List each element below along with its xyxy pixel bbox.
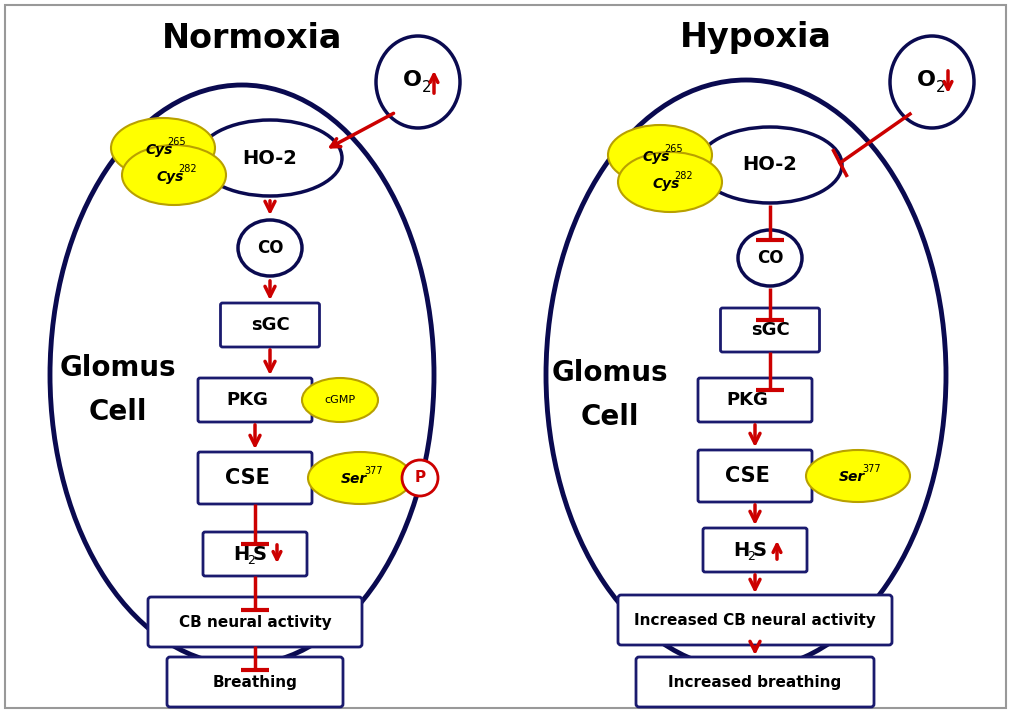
Text: CSE: CSE: [224, 468, 270, 488]
Ellipse shape: [738, 230, 802, 286]
Text: Cys: Cys: [652, 177, 679, 191]
Text: CO: CO: [257, 239, 283, 257]
Ellipse shape: [376, 36, 460, 128]
Text: CSE: CSE: [725, 466, 769, 486]
Text: CB neural activity: CB neural activity: [179, 615, 332, 630]
Text: 377: 377: [862, 464, 882, 474]
Ellipse shape: [806, 450, 910, 502]
Text: S: S: [253, 545, 267, 563]
Text: O: O: [917, 70, 935, 90]
Text: H: H: [733, 540, 749, 560]
Text: 2: 2: [247, 555, 255, 568]
Text: Glomus: Glomus: [552, 359, 668, 387]
Text: Hypoxia: Hypoxia: [680, 21, 832, 54]
Ellipse shape: [238, 220, 302, 276]
Text: P: P: [415, 471, 426, 486]
Text: 377: 377: [365, 466, 383, 476]
Text: 2: 2: [747, 550, 755, 563]
Ellipse shape: [308, 452, 412, 504]
Ellipse shape: [50, 85, 434, 665]
Text: O: O: [402, 70, 422, 90]
FancyBboxPatch shape: [198, 378, 312, 422]
Text: Cys: Cys: [642, 150, 669, 164]
Text: Breathing: Breathing: [212, 674, 297, 689]
Ellipse shape: [698, 127, 842, 203]
Text: Ser: Ser: [839, 470, 865, 484]
Text: 282: 282: [179, 164, 197, 174]
Ellipse shape: [198, 120, 342, 196]
FancyBboxPatch shape: [203, 532, 307, 576]
Ellipse shape: [546, 80, 946, 670]
Text: Cys: Cys: [157, 170, 184, 184]
Text: Cell: Cell: [580, 403, 639, 431]
Text: H: H: [233, 545, 249, 563]
Text: Cell: Cell: [89, 398, 148, 426]
FancyBboxPatch shape: [198, 452, 312, 504]
Text: CO: CO: [757, 249, 784, 267]
Ellipse shape: [618, 152, 722, 212]
Text: Increased breathing: Increased breathing: [668, 674, 841, 689]
FancyBboxPatch shape: [148, 597, 362, 647]
Ellipse shape: [402, 460, 438, 496]
Text: PKG: PKG: [726, 391, 768, 409]
Text: S: S: [753, 540, 767, 560]
FancyBboxPatch shape: [220, 303, 319, 347]
Text: Increased CB neural activity: Increased CB neural activity: [634, 612, 876, 627]
FancyBboxPatch shape: [618, 595, 892, 645]
Text: sGC: sGC: [750, 321, 790, 339]
Text: HO-2: HO-2: [742, 155, 798, 175]
Ellipse shape: [302, 378, 378, 422]
Ellipse shape: [122, 145, 226, 205]
FancyBboxPatch shape: [703, 528, 807, 572]
FancyBboxPatch shape: [698, 378, 812, 422]
Text: cGMP: cGMP: [325, 395, 356, 405]
Ellipse shape: [890, 36, 974, 128]
Text: Glomus: Glomus: [60, 354, 176, 382]
Text: 282: 282: [674, 171, 694, 181]
FancyBboxPatch shape: [721, 308, 820, 352]
Ellipse shape: [111, 118, 215, 178]
Text: 2: 2: [423, 81, 432, 96]
FancyBboxPatch shape: [167, 657, 343, 707]
FancyBboxPatch shape: [636, 657, 874, 707]
FancyBboxPatch shape: [698, 450, 812, 502]
Text: PKG: PKG: [226, 391, 268, 409]
Text: Ser: Ser: [341, 472, 367, 486]
Text: Cys: Cys: [146, 143, 173, 157]
Text: 265: 265: [168, 137, 186, 147]
Ellipse shape: [608, 125, 712, 185]
Text: 2: 2: [936, 81, 946, 96]
Text: 265: 265: [664, 144, 683, 154]
Text: sGC: sGC: [251, 316, 289, 334]
Text: HO-2: HO-2: [243, 148, 297, 168]
Text: Normoxia: Normoxia: [162, 21, 342, 54]
